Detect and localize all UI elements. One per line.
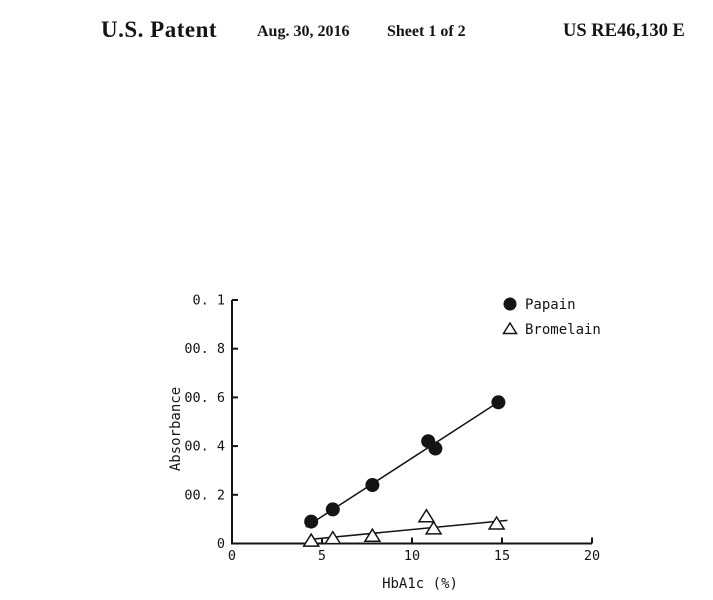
legend-papain-label: Papain — [525, 297, 576, 313]
legend-bromelain-marker-icon — [502, 321, 518, 335]
legend-papain-marker-icon — [503, 297, 517, 311]
patent-title: U.S. Patent — [101, 17, 218, 42]
bromelain-data-point — [417, 508, 436, 523]
patent-number: US RE46,130 E — [563, 21, 685, 41]
bromelain-data-point — [302, 532, 321, 547]
sheet-number: Sheet 1 of 2 — [387, 23, 466, 40]
papain-data-point — [491, 395, 506, 410]
y-axis-tick-label: 00. 6 — [184, 390, 225, 406]
bromelain-data-point — [487, 515, 506, 530]
x-axis-tick-label: 5 — [318, 548, 326, 564]
papain-data-point — [304, 514, 319, 529]
x-axis-tick-label: 15 — [494, 548, 510, 564]
legend-bromelain-label: Bromelain — [525, 322, 601, 338]
x-axis-tick-label: 0 — [228, 548, 236, 564]
papain-data-point — [365, 478, 380, 493]
patent-date: Aug. 30, 2016 — [257, 23, 350, 40]
y-axis-tick-label: 00. 4 — [184, 439, 225, 455]
papain-data-point — [428, 441, 443, 456]
bromelain-trend-line — [307, 519, 508, 541]
x-axis-title: HbA1c (%) — [382, 576, 458, 592]
papain-trend-line — [305, 397, 505, 528]
bromelain-data-point — [424, 520, 443, 535]
y-axis-tick-label: 0 — [217, 536, 225, 552]
papain-data-point — [325, 502, 340, 517]
x-axis-tick-label: 10 — [404, 548, 420, 564]
bromelain-data-point — [363, 527, 382, 542]
y-axis-tick-label: 00. 2 — [184, 487, 225, 503]
y-axis-tick-label: 00. 8 — [184, 341, 225, 357]
y-axis-tick-label: 0. 1 — [192, 293, 225, 309]
x-axis-tick-label: 20 — [584, 548, 600, 564]
y-axis-title: Absorbance — [168, 387, 184, 471]
bromelain-data-point — [323, 530, 342, 545]
